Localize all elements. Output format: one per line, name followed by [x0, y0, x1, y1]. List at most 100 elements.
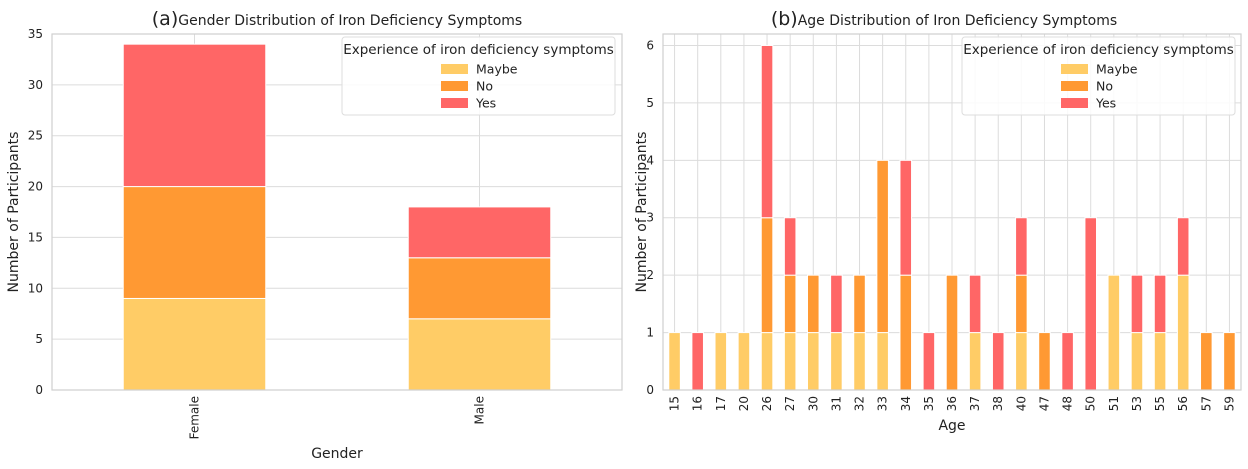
bar-maybe-51 [1107, 274, 1121, 391]
bar-maybe-37 [968, 332, 982, 391]
legend-swatch-maybe [1061, 64, 1088, 74]
chart-title-prefix: (b) [771, 8, 798, 30]
x-tick-label: 16 [691, 396, 705, 411]
legend-title: Experience of iron deficiency symptoms [343, 42, 614, 58]
x-tick-label: 32 [853, 396, 867, 411]
bar-yes-27 [783, 217, 797, 276]
legend-swatch-maybe [441, 64, 468, 74]
legend-label-yes: Yes [475, 96, 496, 111]
bar-yes-53 [1130, 274, 1144, 334]
x-tick-label: 50 [1084, 396, 1098, 411]
x-tick-label: Female [188, 396, 202, 439]
bar-no-33 [876, 159, 889, 334]
bar-yes-16 [691, 332, 704, 391]
bar-no-40 [1015, 274, 1028, 334]
bar-maybe-17 [714, 332, 728, 391]
x-tick-label: 26 [760, 396, 774, 411]
bar-maybe-53 [1130, 332, 1144, 391]
bar-no-26 [760, 217, 774, 334]
chart-title: (a)Gender Distribution of Iron Deficienc… [152, 8, 522, 30]
y-tick-label: 35 [28, 27, 43, 41]
x-tick-label: 59 [1222, 396, 1236, 411]
x-tick-label: 31 [829, 396, 843, 411]
legend-swatch-yes [1061, 98, 1088, 108]
legend-swatch-yes [441, 98, 468, 108]
chart-title-prefix: (a) [152, 8, 178, 30]
x-tick-label: 30 [806, 396, 820, 411]
chart-panel-a: 0 5 10 15 20 25 30 35 Female Male Gender Number of … [6, 8, 623, 462]
x-tick-label: 48 [1061, 396, 1075, 411]
legend: Experience of iron deficiency symptoms Ma… [341, 36, 616, 116]
y-tick-label: 25 [28, 129, 43, 143]
bar-yes-26 [760, 44, 774, 219]
bar-no-36 [945, 274, 959, 391]
bar-yes-48 [1061, 332, 1074, 391]
y-tick-label: 0 [646, 383, 654, 397]
bar-maybe-55 [1153, 332, 1167, 391]
bar-maybe-31 [830, 332, 843, 391]
x-tick-label: 40 [1014, 396, 1028, 411]
x-tick-label: 20 [737, 396, 751, 411]
bar-no-Female [122, 186, 267, 299]
x-tick-label: 55 [1153, 396, 1167, 411]
y-tick-label: 4 [646, 153, 654, 167]
legend-label-no: No [1096, 79, 1113, 94]
bar-yes-Male [407, 206, 552, 259]
y-tick-label: 2 [646, 268, 654, 282]
x-axis-label: Gender [311, 446, 363, 462]
bar-maybe-Female [122, 297, 267, 391]
legend: Experience of iron deficiency symptoms Ma… [961, 36, 1236, 116]
y-tick-label: 30 [28, 78, 43, 92]
y-tick-label: 3 [646, 211, 654, 225]
y-tick-label: 15 [28, 230, 43, 244]
bar-no-27 [783, 274, 797, 334]
x-tick-label: 38 [991, 396, 1005, 411]
bar-maybe-Male [407, 318, 552, 391]
x-tick-label: 51 [1107, 396, 1121, 411]
x-tick-label: 17 [714, 396, 728, 411]
x-tick-label: Male [473, 396, 487, 424]
legend-label-maybe: Maybe [476, 62, 518, 77]
bar-maybe-32 [853, 332, 866, 391]
legend-label-no: No [476, 79, 493, 94]
bar-yes-50 [1084, 217, 1097, 391]
bar-yes-35 [922, 332, 936, 391]
chart-title-text: Age Distribution of Iron Deficiency Symp… [798, 13, 1117, 29]
bar-yes-40 [1015, 217, 1028, 276]
y-tick-label: 6 [646, 38, 654, 52]
bar-no-47 [1038, 332, 1051, 391]
bar-maybe-27 [783, 332, 797, 391]
legend-box [961, 36, 1236, 116]
x-tick-label: 47 [1037, 396, 1051, 411]
y-tick-label: 5 [646, 96, 654, 110]
legend-box [341, 36, 616, 116]
bar-yes-34 [899, 159, 913, 276]
bar-maybe-15 [668, 332, 681, 391]
plot-frame [51, 33, 623, 391]
plot-frame [662, 33, 1242, 391]
y-tick-label: 20 [28, 180, 43, 194]
x-tick-label: 56 [1176, 396, 1190, 411]
x-tick-label: 53 [1130, 396, 1144, 411]
bar-maybe-33 [876, 332, 889, 391]
y-tick-label: 10 [28, 281, 43, 295]
bar-maybe-30 [807, 332, 820, 391]
bar-yes-38 [991, 332, 1005, 391]
bar-maybe-20 [737, 332, 751, 391]
x-tick-label: 35 [922, 396, 936, 411]
x-tick-label: 37 [968, 396, 982, 411]
bar-no-30 [807, 274, 820, 334]
legend-label-maybe: Maybe [1096, 62, 1138, 77]
bar-no-34 [899, 274, 913, 391]
x-tick-label: 27 [783, 396, 797, 411]
y-axis-label: Number of Participants [6, 132, 22, 293]
chart-title: (b)Age Distribution of Iron Deficiency S… [771, 8, 1117, 30]
y-tick-label: 1 [646, 326, 654, 340]
x-tick-label: 57 [1199, 396, 1213, 411]
x-axis-label: Age [938, 418, 965, 434]
bar-maybe-40 [1015, 332, 1028, 391]
bar-no-32 [853, 274, 866, 334]
x-tick-label: 36 [945, 396, 959, 411]
bar-yes-56 [1176, 217, 1190, 276]
